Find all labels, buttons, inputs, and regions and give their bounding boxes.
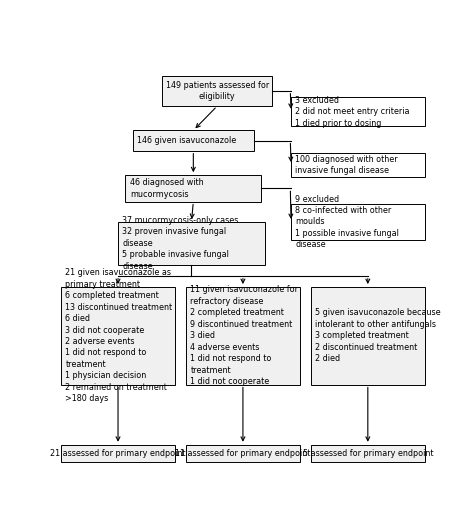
FancyBboxPatch shape [133, 130, 254, 151]
FancyBboxPatch shape [118, 222, 265, 265]
Text: 100 diagnosed with other
invasive fungal disease: 100 diagnosed with other invasive fungal… [295, 155, 398, 175]
FancyBboxPatch shape [291, 204, 425, 240]
FancyBboxPatch shape [61, 445, 175, 462]
Text: 149 patients assessed for
eligibility: 149 patients assessed for eligibility [165, 81, 269, 101]
FancyBboxPatch shape [125, 175, 261, 202]
FancyBboxPatch shape [311, 445, 425, 462]
FancyBboxPatch shape [61, 287, 175, 384]
FancyBboxPatch shape [291, 153, 425, 177]
Text: 21 given isavuconazole as
primary treatment
6 completed treatment
13 discontinue: 21 given isavuconazole as primary treatm… [65, 268, 173, 403]
FancyBboxPatch shape [186, 287, 300, 384]
Text: 37 mucormycosis-only cases
32 proven invasive fungal
disease
5 probable invasive: 37 mucormycosis-only cases 32 proven inv… [122, 216, 239, 271]
FancyBboxPatch shape [291, 97, 425, 126]
Text: 3 excluded
2 did not meet entry criteria
1 died prior to dosing: 3 excluded 2 did not meet entry criteria… [295, 96, 410, 128]
Text: 5 assessed for primary endpoint: 5 assessed for primary endpoint [302, 449, 433, 458]
FancyBboxPatch shape [311, 287, 425, 384]
Text: 5 given isavuconazole because
intolerant to other antifungals
3 completed treatm: 5 given isavuconazole because intolerant… [315, 308, 441, 363]
Text: 11 given isavuconazole for
refractory disease
2 completed treatment
9 discontinu: 11 given isavuconazole for refractory di… [191, 286, 299, 386]
FancyBboxPatch shape [186, 445, 300, 462]
FancyBboxPatch shape [162, 76, 272, 106]
Text: 11 assessed for primary endpoint: 11 assessed for primary endpoint [175, 449, 310, 458]
Text: 146 given isavuconazole: 146 given isavuconazole [137, 136, 237, 145]
Text: 21 assessed for primary endpoint: 21 assessed for primary endpoint [50, 449, 186, 458]
Text: 46 diagnosed with
mucormycosis: 46 diagnosed with mucormycosis [130, 178, 203, 199]
Text: 9 excluded
8 co-infected with other
moulds
1 possible invasive fungal
disease: 9 excluded 8 co-infected with other moul… [295, 194, 399, 249]
